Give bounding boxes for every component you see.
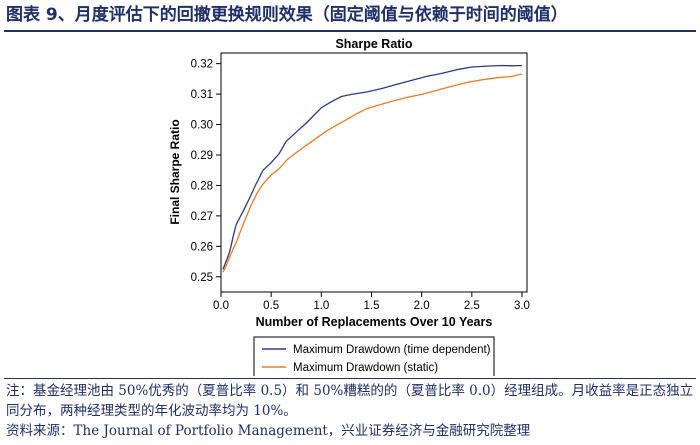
x-tick-label: 0.5 [263,300,279,312]
y-tick-label: 0.26 [191,241,213,253]
x-tick-label: 0.0 [213,300,229,312]
y-tick-label: 0.32 [191,59,213,71]
y-axis-label: Final Sharpe Ratio [168,119,182,224]
x-tick-label: 2.5 [464,300,480,312]
y-tick-label: 0.27 [191,211,213,223]
title-divider [4,30,696,32]
y-axis: 0.25 0.26 0.27 0.28 0.29 0.30 0.31 0.32 [191,59,221,284]
figure-title: 图表 9、月度评估下的回撤更换规则效果（固定阈值与依赖于时间的阈值） [6,5,568,25]
data-source: 资料来源：The Journal of Portfolio Management… [6,423,531,439]
series-line-static [222,73,523,273]
legend-box [253,336,495,376]
legend-label: Maximum Drawdown (static) [293,362,438,374]
chart-title: Sharpe Ratio [335,37,412,51]
x-tick-label: 1.5 [363,300,379,312]
x-tick-label: 1.0 [313,300,329,312]
y-tick-label: 0.31 [191,89,213,101]
y-tick-label: 0.29 [191,150,213,162]
sharpe-ratio-chart: Sharpe Ratio 0.25 0.26 0.27 0.28 0.29 0.30 0.3… [168,37,530,376]
x-tick-label: 3.0 [514,300,530,312]
y-tick-label: 0.25 [191,272,213,284]
legend-label: Maximum Drawdown (time dependent) [293,344,491,356]
x-axis-label: Number of Replacements Over 10 Years [256,315,493,329]
series-line-time-dependent [222,64,523,270]
chart-note: 注：基金经理池由 50%优秀的（夏普比率 0.5）和 50%糟糕的的（夏普比率 … [6,383,694,419]
series-lines [222,64,523,273]
y-tick-label: 0.30 [191,120,213,132]
legend: Maximum Drawdown (time dependent) Maximum… [262,344,491,374]
x-axis: 0.0 0.5 1.0 1.5 2.0 2.5 3.0 [213,292,530,312]
y-tick-label: 0.28 [191,180,213,192]
footer-divider [4,378,696,379]
plot-area [220,52,528,293]
x-tick-label: 2.0 [414,300,430,312]
